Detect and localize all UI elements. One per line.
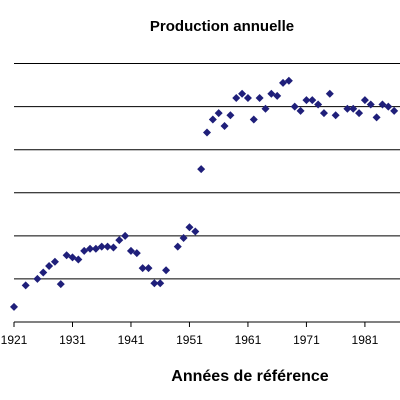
data-point: [162, 266, 171, 275]
x-tick-label: 1981: [352, 333, 379, 347]
data-point: [314, 100, 323, 109]
data-point: [62, 251, 71, 260]
data-point: [366, 100, 375, 109]
data-point: [355, 109, 364, 118]
data-point: [109, 243, 118, 252]
x-tick-label: 1951: [176, 333, 203, 347]
x-tick-label: 1961: [235, 333, 262, 347]
data-point: [74, 255, 83, 264]
data-point: [132, 249, 141, 258]
gridlines: [14, 63, 400, 280]
data-point: [156, 279, 165, 288]
data-point: [226, 111, 235, 120]
x-tick-label: 1971: [293, 333, 320, 347]
data-point: [33, 274, 42, 283]
data-point: [238, 89, 247, 98]
data-point: [39, 268, 48, 277]
data-point: [302, 96, 311, 105]
plot-area: [14, 42, 400, 322]
data-point: [261, 104, 270, 113]
data-point: [56, 280, 65, 289]
data-point: [267, 89, 276, 98]
data-point: [214, 109, 223, 118]
data-point: [103, 242, 112, 251]
data-point: [319, 109, 328, 118]
data-point: [249, 115, 258, 124]
data-point: [144, 264, 153, 273]
data-point: [126, 246, 135, 255]
data-point: [50, 257, 59, 266]
data-point: [91, 244, 100, 253]
data-point: [390, 106, 399, 115]
data-point: [331, 111, 340, 120]
data-point: [284, 76, 293, 85]
data-point: [290, 102, 299, 111]
data-point: [197, 165, 206, 174]
data-point: [191, 227, 200, 236]
data-point: [273, 91, 282, 100]
data-point: [384, 102, 393, 111]
data-point: [97, 242, 106, 251]
data-point: [21, 281, 30, 290]
data-point: [150, 279, 159, 288]
data-points: [10, 76, 399, 311]
data-point: [10, 302, 18, 311]
data-point: [243, 94, 252, 102]
data-point: [45, 262, 54, 270]
data-point: [115, 236, 124, 245]
data-point: [138, 264, 147, 273]
x-ticks: 1921 1931 1941 1951 1961 1971 1981: [1, 322, 379, 347]
data-point: [308, 96, 317, 105]
data-point: [208, 115, 217, 124]
data-point: [220, 122, 229, 130]
chart-title: Production annuelle: [150, 18, 294, 35]
data-point: [203, 128, 211, 137]
data-point: [179, 234, 188, 242]
data-point: [80, 246, 89, 255]
data-point: [68, 253, 77, 262]
data-point: [232, 94, 241, 102]
data-point: [349, 104, 358, 113]
x-axis-label: Années de référence: [171, 368, 329, 385]
data-point: [325, 89, 334, 98]
data-point: [173, 242, 182, 251]
data-point: [255, 94, 264, 102]
data-point: [372, 113, 381, 122]
data-point: [279, 78, 288, 87]
data-point: [296, 106, 305, 115]
data-point: [343, 104, 352, 113]
data-point: [121, 231, 130, 240]
data-point: [378, 100, 387, 109]
x-tick-label: 1931: [59, 333, 86, 347]
data-point: [185, 223, 194, 232]
data-point: [86, 244, 95, 253]
x-tick-label: 1921: [1, 333, 28, 347]
data-point: [360, 96, 369, 105]
x-tick-label: 1941: [118, 333, 145, 347]
